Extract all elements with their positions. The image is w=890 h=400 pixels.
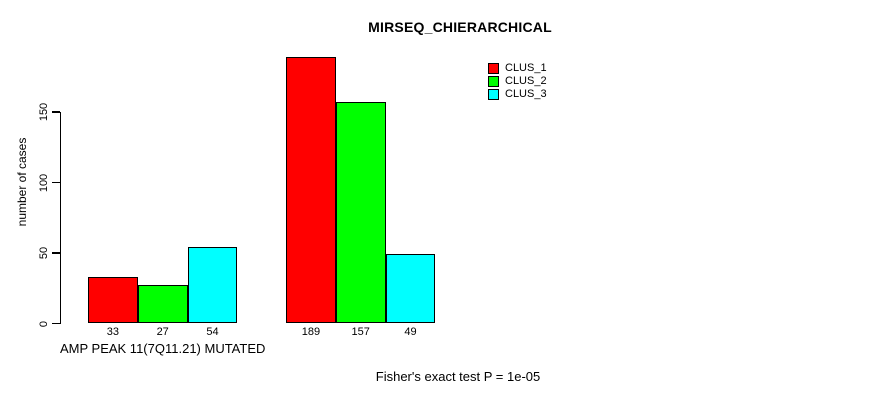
- legend-swatch-icon: [488, 76, 499, 87]
- legend-swatch-icon: [488, 89, 499, 100]
- y-axis-tick-label: 100: [38, 173, 50, 192]
- bar-value-label: 33: [106, 325, 120, 338]
- bar-value-label: 157: [351, 325, 370, 338]
- y-axis-tick: [52, 252, 60, 254]
- bar-clus_3: [385, 254, 436, 324]
- bar-clus_2: [137, 285, 188, 324]
- y-axis-tick-label: 0: [38, 320, 50, 327]
- y-axis-tick: [52, 181, 60, 184]
- legend-row: CLUS_2: [488, 75, 547, 88]
- y-axis-tick: [52, 322, 60, 325]
- bar-clus_1: [88, 276, 138, 324]
- bar-value-label: 27: [156, 325, 169, 338]
- legend-label: CLUS_2: [505, 75, 547, 87]
- y-axis-tick-label: 50: [38, 246, 50, 260]
- bar-value-label: 49: [404, 325, 417, 338]
- x-axis-group-label: AMP PEAK 11(7Q11.21) MUTATED: [59, 341, 266, 356]
- bar-clus_2: [335, 102, 386, 324]
- bar-value-label: 54: [206, 325, 219, 338]
- legend-row: CLUS_3: [488, 88, 547, 101]
- y-axis-line: [59, 112, 61, 324]
- fisher-test-footnote: Fisher's exact test P = 1e-05: [375, 369, 541, 384]
- bar-value-label: 189: [301, 325, 321, 338]
- y-axis-label: number of cases: [15, 137, 29, 227]
- bar-clus_3: [187, 247, 238, 324]
- bar-clus_1: [286, 57, 336, 324]
- y-axis-tick-label: 150: [38, 102, 50, 122]
- legend: CLUS_1 CLUS_2 CLUS_3: [488, 62, 547, 101]
- legend-row: CLUS_1: [488, 62, 547, 75]
- legend-label: CLUS_3: [505, 88, 547, 100]
- chart-title: MIRSEQ_CHIERARCHICAL: [368, 19, 552, 35]
- y-axis-tick: [52, 111, 60, 113]
- legend-swatch-icon: [488, 63, 499, 74]
- legend-label: CLUS_1: [505, 62, 547, 74]
